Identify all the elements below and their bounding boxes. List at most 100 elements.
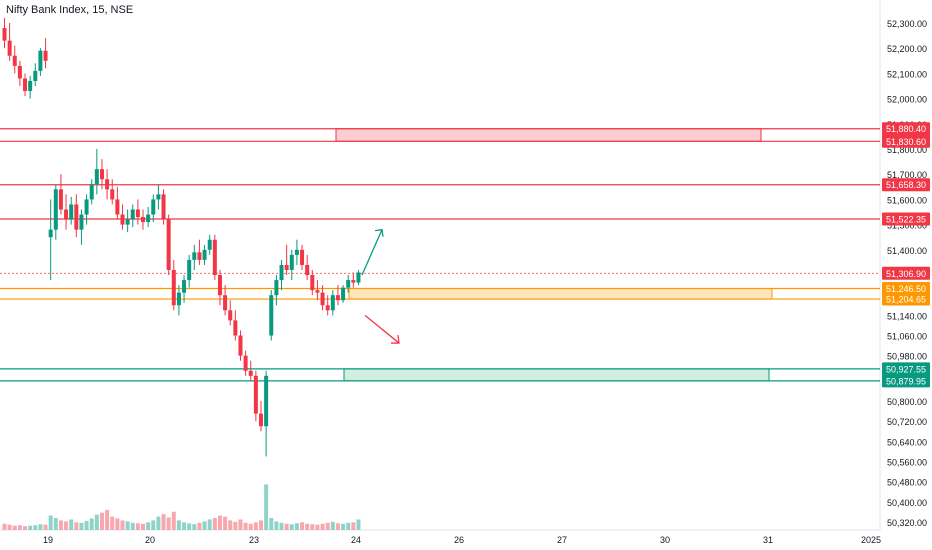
volume-bar: [141, 523, 146, 530]
candle-body: [48, 229, 53, 238]
candle-body: [38, 50, 43, 71]
candle-body: [243, 355, 248, 371]
candle-body: [284, 264, 289, 270]
volume-bar: [130, 522, 135, 530]
y-tick-label: 51,140.00: [887, 311, 927, 321]
down-projection-arrow: [364, 314, 400, 344]
candle-body: [330, 295, 335, 311]
candle-body: [300, 249, 305, 265]
volume-bar: [207, 519, 212, 530]
volume-bar: [305, 523, 310, 530]
candle-body: [7, 40, 12, 56]
candle-body: [151, 199, 156, 215]
candle-body: [356, 272, 361, 283]
volume-bar: [176, 520, 181, 530]
candle-body: [84, 199, 89, 215]
volume-bar: [274, 521, 279, 530]
candle-body: [58, 189, 63, 210]
volume-bar: [151, 520, 156, 530]
candle-body: [294, 249, 299, 255]
volume-bar: [94, 514, 99, 530]
candle-body: [94, 169, 99, 185]
y-tick-label: 51,600.00: [887, 195, 927, 205]
candle-body: [197, 252, 202, 260]
up-arrowhead: [374, 228, 384, 237]
candle-body: [43, 50, 48, 61]
candle-body: [325, 305, 330, 311]
volume-bar: [120, 520, 125, 530]
down-arrow-shaft: [364, 314, 400, 344]
candle-body: [125, 219, 130, 225]
volume-bar: [233, 521, 238, 530]
level-label: 51,830.60: [886, 137, 926, 147]
y-tick-label: 50,400.00: [887, 498, 927, 508]
candle-body: [228, 310, 233, 321]
candle-body: [274, 280, 279, 296]
volume-bar: [259, 520, 263, 530]
candle-body: [279, 264, 284, 281]
volume-bar: [23, 526, 28, 530]
level-label: 51,880.40: [886, 124, 926, 134]
volume-bar: [84, 520, 89, 530]
candle-body: [248, 370, 253, 376]
y-tick-label: 52,000.00: [887, 95, 927, 105]
y-tick-label: 52,100.00: [887, 69, 927, 79]
candle-body: [238, 335, 243, 356]
volume-bar: [171, 511, 176, 530]
candle-body: [2, 28, 7, 41]
candle-body: [289, 254, 294, 270]
volume-bar: [248, 523, 253, 530]
candle-body: [115, 199, 120, 215]
y-tick-label: 50,480.00: [887, 478, 927, 488]
candle-body: [217, 275, 222, 296]
level-label: 51,306.90: [886, 269, 926, 279]
volume-bar: [253, 522, 258, 530]
level-badge: [882, 374, 930, 388]
volume-bar: [156, 516, 161, 530]
x-tick-label: 26: [454, 535, 464, 545]
volume-bar: [284, 523, 289, 530]
volume-bar: [279, 522, 284, 530]
candle-body: [269, 295, 274, 336]
volume-bar: [187, 523, 192, 530]
level-badge: [882, 212, 930, 226]
volume-bar: [212, 518, 217, 530]
candle-body: [110, 189, 115, 200]
volume-bar: [69, 519, 74, 530]
y-tick-label: 52,200.00: [887, 44, 927, 54]
demand-zone: [343, 368, 770, 382]
y-tick-label: 50,800.00: [887, 397, 927, 407]
chart-title: Nifty Bank Index, 15, NSE: [6, 4, 134, 16]
y-tick-label: 51,400.00: [887, 246, 927, 256]
volume-bar: [28, 525, 33, 530]
volume-bar: [48, 515, 53, 530]
candle-body: [223, 295, 228, 311]
level-label: 51,658.30: [886, 180, 926, 190]
x-tick-label: 20: [145, 535, 155, 545]
volume-bar: [294, 523, 299, 530]
candle-body: [120, 214, 125, 225]
candle-body: [166, 219, 171, 270]
candle-body: [105, 179, 110, 190]
candle-body: [135, 209, 140, 218]
volume-bar: [99, 512, 104, 530]
candle-body: [310, 275, 315, 291]
volume-bar: [202, 521, 207, 530]
volume-bar: [135, 523, 140, 530]
volume-bar: [315, 524, 320, 530]
level-label: 51,204.65: [886, 295, 926, 305]
candle-body: [176, 292, 181, 306]
candle-body: [17, 65, 22, 79]
level-badge: [882, 178, 930, 192]
volume-bar: [7, 524, 12, 530]
candle-body: [187, 259, 192, 281]
candle-body: [253, 375, 258, 414]
candle-body: [341, 287, 346, 301]
candle-body: [335, 295, 340, 301]
volume-bar: [197, 522, 202, 530]
y-tick-label: 50,980.00: [887, 352, 927, 362]
candle-body: [264, 375, 269, 427]
candle-body: [171, 269, 176, 306]
y-tick-label: 51,060.00: [887, 332, 927, 342]
